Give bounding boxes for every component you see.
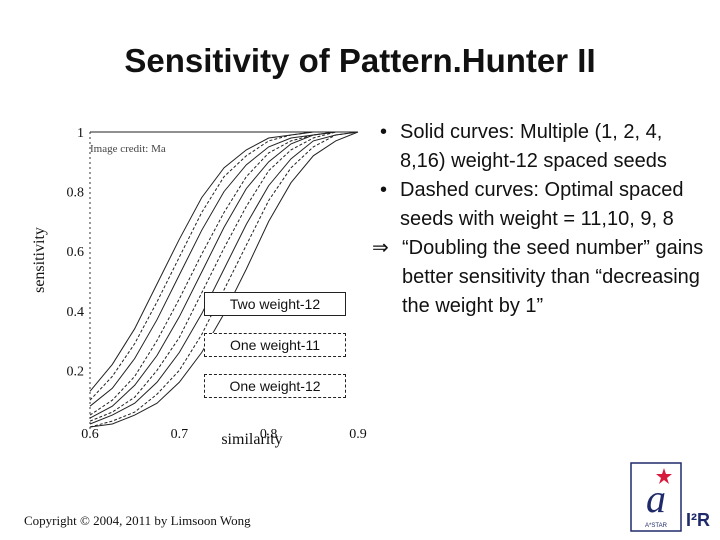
x-tick-label: 0.7 <box>171 427 189 442</box>
bullet-text: Dashed curves: Optimal spaced seeds with… <box>400 179 684 230</box>
bullet-conclusion: ⇒ “Doubling the seed number” gains bette… <box>372 234 712 321</box>
bullet-text: Solid curves: Multiple (1, 2, 4, 8,16) w… <box>400 121 667 172</box>
solid-series-line <box>89 131 358 419</box>
y-tick-label: 0.4 <box>67 305 85 320</box>
plot-area: 0.2 0.4 0.6 0.8 1 0.6 0.7 0.8 0.9 <box>67 126 367 442</box>
logo-frame <box>630 462 682 532</box>
dashed-series-line <box>89 131 358 422</box>
bullet-solid-curves: • Solid curves: Multiple (1, 2, 4, 8,16)… <box>372 118 712 176</box>
slide-title: Sensitivity of Pattern.Hunter II <box>124 42 596 79</box>
y-tick-label: 0.2 <box>67 364 85 379</box>
bullet-list: • Solid curves: Multiple (1, 2, 4, 8,16)… <box>372 118 712 321</box>
y-tick-label: 0.6 <box>67 245 85 260</box>
x-tick-label: 0.9 <box>349 427 367 442</box>
bullet-mark: • <box>380 121 388 143</box>
star-icon <box>656 468 672 484</box>
bullet-mark: • <box>380 179 388 201</box>
y-tick-label: 1 <box>77 126 84 141</box>
logo-sub: A*STAR <box>645 523 668 529</box>
y-tick-label: 0.8 <box>67 186 85 201</box>
x-tick-label: 0.8 <box>260 427 278 442</box>
dashed-series-line <box>89 131 358 416</box>
logo-letter: a <box>646 476 666 521</box>
logo-text: I²R <box>686 510 710 530</box>
sensitivity-chart: 0.2 0.4 0.6 0.8 1 0.6 0.7 0.8 0.9 Image credit: … <box>31 126 367 448</box>
y-axis-label: sensitivity <box>31 227 48 293</box>
legend-two-weight-12: Two weight-12 <box>204 292 346 316</box>
dashed-series-line <box>89 131 358 401</box>
legend-one-weight-12: One weight-12 <box>204 374 346 398</box>
legend-one-weight-11: One weight-11 <box>204 333 346 357</box>
bullet-text: “Doubling the seed number” gains better … <box>402 237 704 317</box>
dashed-series-line <box>89 131 359 428</box>
x-axis-label: similarity <box>221 431 282 448</box>
solid-series-line <box>89 131 359 425</box>
x-tick-label: 0.6 <box>81 427 99 442</box>
copyright-footer: Copyright © 2004, 2011 by Limsoon Wong <box>24 513 251 528</box>
solid-series-line <box>89 131 358 392</box>
bullet-dashed-curves: • Dashed curves: Optimal spaced seeds wi… <box>372 176 712 234</box>
image-credit: Image credit: Ma <box>90 143 166 155</box>
astar-logo-icon: a A*STAR I²R <box>630 462 710 532</box>
implies-arrow-icon: ⇒ <box>372 237 389 259</box>
